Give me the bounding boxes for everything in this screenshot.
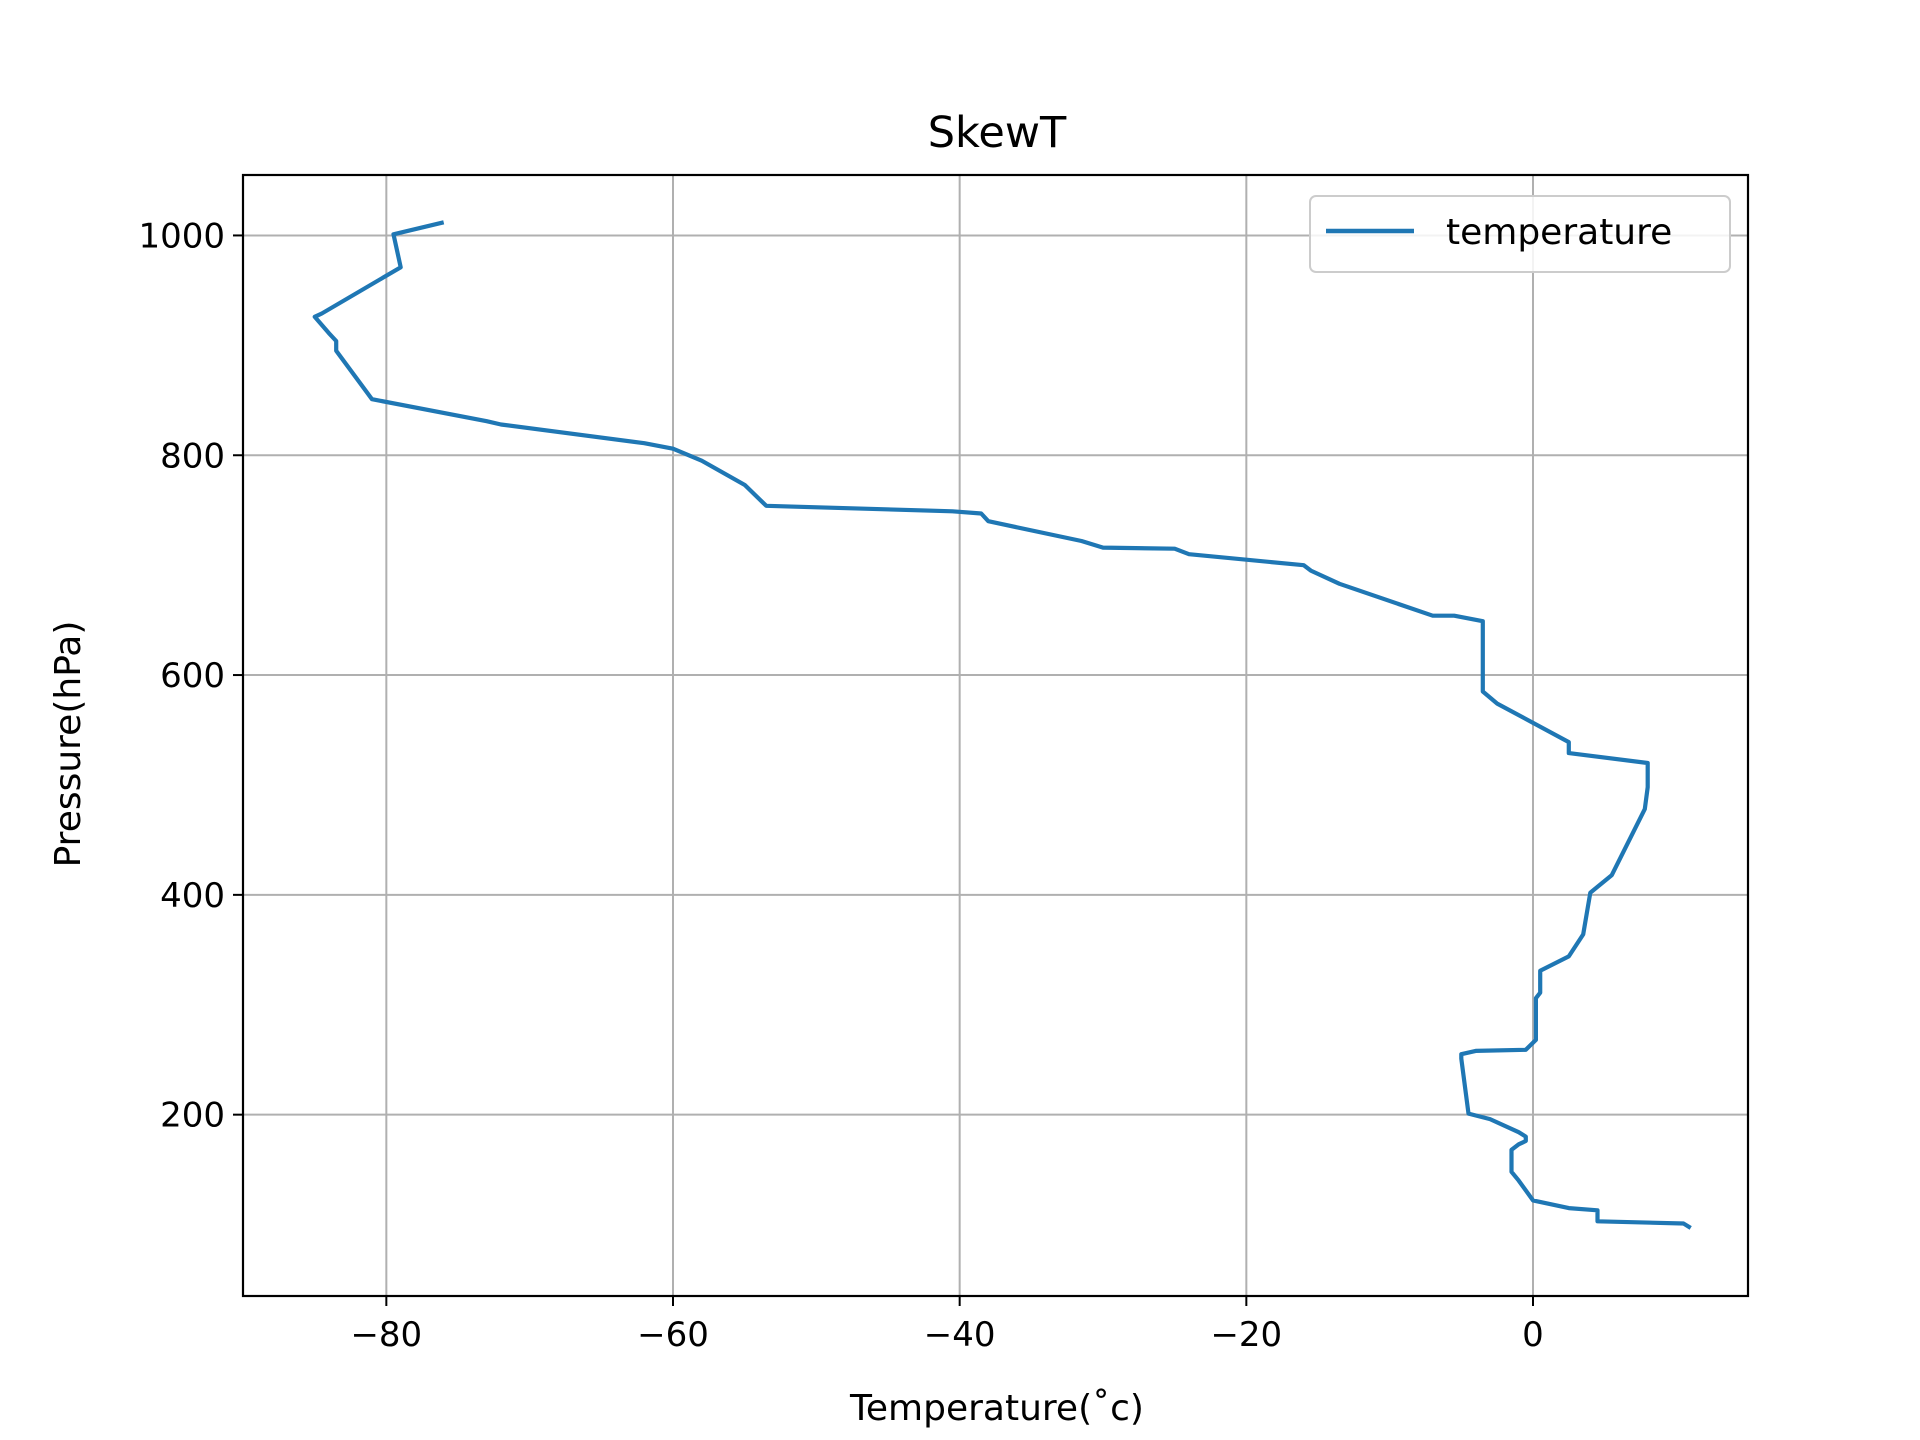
y-tick-label: 800	[160, 436, 225, 476]
y-axis-label: Pressure(hPa)	[48, 621, 89, 868]
x-tick-label: −60	[637, 1315, 709, 1355]
plot-frame	[241, 173, 1750, 1298]
legend-box	[1309, 195, 1731, 273]
plot-area	[312, 220, 1692, 1230]
x-tick-label: −20	[1210, 1315, 1282, 1355]
axis-ticks: −80 −60 −40 −20 0 200 400 600 800 1000	[138, 216, 1543, 1355]
y-tick-label: 1000	[138, 216, 225, 256]
x-tick-label: 0	[1522, 1315, 1544, 1355]
y-tick-label: 200	[160, 1096, 225, 1136]
x-tick-label: −40	[924, 1315, 996, 1355]
x-tick-label: −80	[350, 1315, 422, 1355]
chart-title: SkewT	[928, 108, 1067, 158]
series-line-temperature	[312, 220, 1692, 1230]
y-tick-label: 600	[160, 656, 225, 696]
legend: temperature	[1309, 195, 1731, 273]
x-axis-label: Temperature(˚c)	[849, 1388, 1144, 1429]
legend-label-temperature: temperature	[1446, 212, 1672, 253]
y-tick-label: 400	[160, 876, 225, 916]
